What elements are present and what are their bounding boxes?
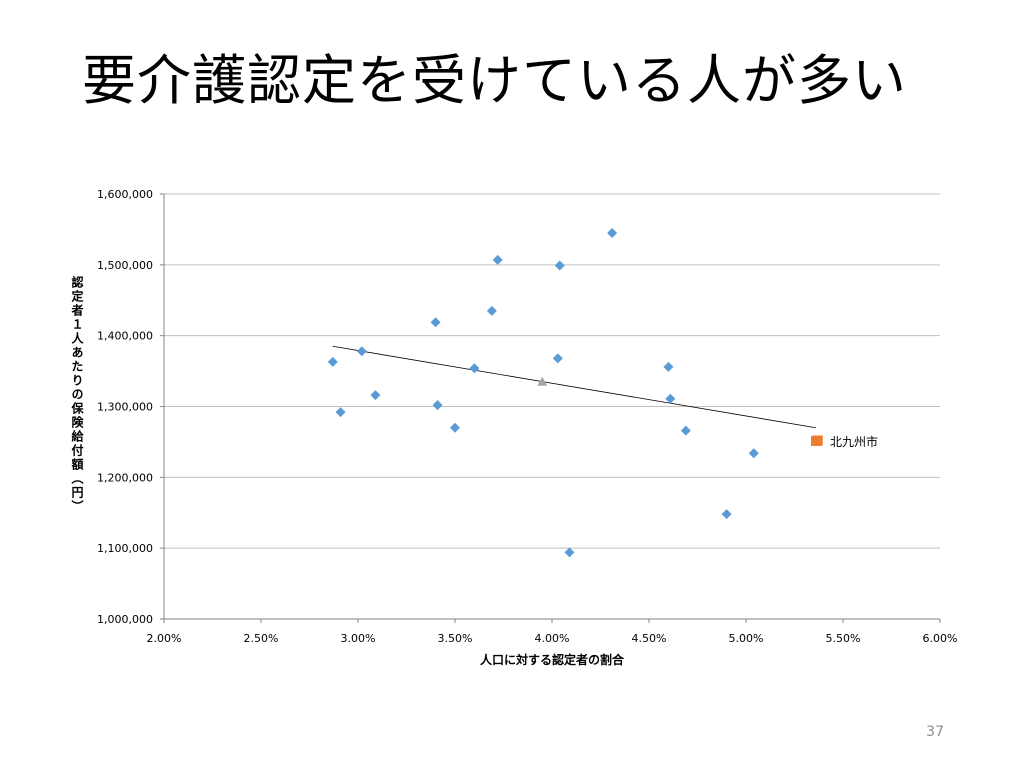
y-tick-label: 1,200,000 <box>97 471 153 484</box>
y-axis-ticks: 1,000,000 1,100,000 1,200,000 1,300,000 1,40… <box>97 188 164 626</box>
x-tick-label: 5.50% <box>826 632 861 645</box>
gridlines <box>164 193 940 549</box>
y-axis-title: 認定者１人あたりの保険給付額（円） <box>70 276 84 514</box>
x-tick-label: 4.00% <box>535 632 570 645</box>
legend-marker-square <box>811 436 821 446</box>
data-point <box>469 363 480 374</box>
trendline <box>332 345 816 429</box>
y-tick-label: 1,300,000 <box>97 401 153 414</box>
x-tick-label: 5.00% <box>729 632 764 645</box>
data-point <box>335 407 346 418</box>
page-number: 37 <box>926 724 944 740</box>
data-point <box>430 317 441 328</box>
y-tick-label: 1,400,000 <box>97 330 153 343</box>
slide-title: 要介護認定を受けている人が多い <box>82 49 907 112</box>
legend: 北九州市 <box>811 434 878 449</box>
x-tick-label: 6.00% <box>923 632 958 645</box>
data-point <box>356 346 367 357</box>
y-tick-label: 1,100,000 <box>97 542 153 555</box>
x-tick-label: 4.50% <box>632 632 667 645</box>
data-point <box>327 356 338 367</box>
y-tick-label: 1,000,000 <box>97 613 153 626</box>
x-tick-label: 2.00% <box>147 632 182 645</box>
x-tick-label: 3.50% <box>438 632 473 645</box>
data-point <box>450 422 460 433</box>
y-tick-label: 1,500,000 <box>97 259 153 272</box>
data-point <box>680 425 691 436</box>
x-tick-label: 2.50% <box>244 632 279 645</box>
x-axis-title: 人口に対する認定者の割合 <box>480 652 625 667</box>
data-point <box>663 361 674 372</box>
data-point <box>486 305 497 316</box>
data-points <box>327 227 823 558</box>
data-point <box>748 448 759 459</box>
average-point <box>537 376 548 386</box>
x-axis-ticks: 2.00% 2.50% 3.00% 3.50% 4.00% 4.50% 5.00% 5.50%… <box>147 619 958 645</box>
data-point <box>665 393 676 404</box>
x-tick-label: 3.00% <box>341 632 376 645</box>
data-point <box>370 390 381 401</box>
legend-label: 北九州市 <box>830 434 878 449</box>
data-point <box>554 260 565 271</box>
data-point <box>607 227 618 238</box>
data-point <box>564 547 575 558</box>
data-point <box>721 509 732 520</box>
data-point <box>492 254 503 265</box>
data-point <box>552 353 563 364</box>
y-tick-label: 1,600,000 <box>97 188 153 201</box>
data-point <box>432 400 443 411</box>
